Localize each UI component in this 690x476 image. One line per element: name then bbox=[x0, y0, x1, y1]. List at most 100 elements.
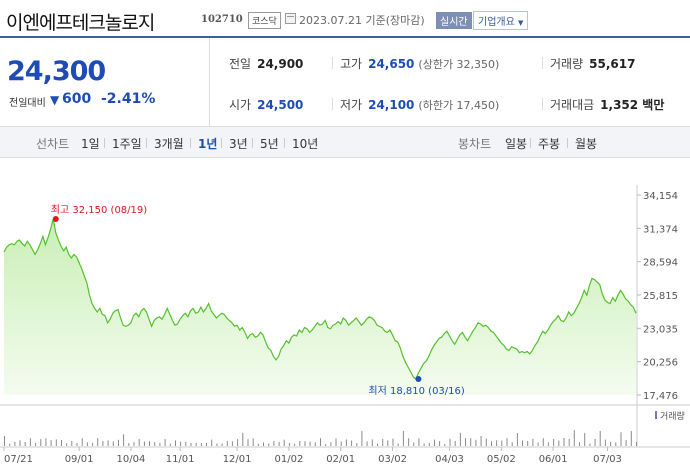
header-divider bbox=[0, 36, 690, 38]
volume-bar bbox=[180, 441, 182, 446]
volume-bar bbox=[55, 439, 57, 446]
volume-bar bbox=[71, 441, 73, 446]
volume-bar bbox=[24, 442, 26, 446]
low-marker bbox=[415, 376, 422, 383]
realtime-button[interactable]: 실시간 bbox=[436, 12, 472, 29]
chevron-down-icon: ▼ bbox=[518, 19, 524, 27]
stock-code: 102710 bbox=[201, 14, 243, 25]
company-info-button[interactable]: 기업개요 ▼ bbox=[473, 11, 529, 30]
x-tick-label: 07/03 bbox=[593, 454, 622, 465]
volume-bar bbox=[66, 443, 68, 446]
volume-bar bbox=[252, 438, 254, 446]
volume-bar bbox=[118, 439, 119, 446]
stat-low: 저가 24,100 (하한가 17,450) bbox=[340, 96, 499, 113]
volume-bar bbox=[470, 438, 472, 446]
volume-bar bbox=[387, 440, 389, 446]
calendar-icon bbox=[285, 13, 296, 24]
period-3y[interactable]: 3년 bbox=[229, 137, 248, 151]
volume-bar bbox=[615, 442, 617, 446]
volume-bar bbox=[242, 432, 244, 446]
company-name: 이엔에프테크놀로지 bbox=[6, 12, 155, 34]
period-1y[interactable]: 1년 bbox=[198, 137, 218, 151]
volume-bar bbox=[175, 440, 176, 446]
change-percent: -2.41% bbox=[101, 91, 156, 107]
low-annotation: 최저 18,810 (03/16) bbox=[368, 385, 464, 397]
high-marker bbox=[52, 216, 59, 223]
volume-bar bbox=[61, 440, 62, 446]
volume-bar bbox=[200, 443, 202, 446]
x-tick-label: 10/04 bbox=[117, 454, 146, 465]
volume-bar bbox=[454, 441, 456, 446]
volume-bar bbox=[408, 438, 410, 446]
volume-bar bbox=[35, 442, 37, 446]
volume-bar bbox=[568, 438, 570, 446]
volume-bar bbox=[164, 439, 166, 446]
volume-bar bbox=[604, 439, 606, 446]
x-tick-label: 03/02 bbox=[378, 454, 407, 465]
period-5y[interactable]: 5년 bbox=[260, 137, 279, 151]
divider bbox=[252, 138, 253, 148]
stat-high: 고가 24,650 (상한가 32,350) bbox=[340, 55, 499, 72]
period-1d[interactable]: 1일 bbox=[81, 137, 100, 151]
volume-bar bbox=[81, 438, 83, 446]
x-tick-label: 05/02 bbox=[487, 454, 516, 465]
volume-bar bbox=[76, 443, 78, 446]
amount-value: 1,352 백만 bbox=[600, 98, 665, 112]
y-tick-label: 34,154 bbox=[643, 191, 678, 202]
divider bbox=[104, 138, 105, 148]
volume-bar bbox=[584, 433, 586, 446]
period-10y[interactable]: 10년 bbox=[292, 137, 319, 151]
volume-bar bbox=[159, 443, 161, 446]
x-tick-label: 09/01 bbox=[65, 454, 94, 465]
volume-bar bbox=[553, 439, 555, 446]
stock-header: 이엔에프테크놀로지 102710 코스닥 2023.07.21 기준(장마감) … bbox=[0, 0, 690, 36]
volume-legend-swatch bbox=[655, 411, 657, 419]
candle-daily[interactable]: 일봉 bbox=[505, 137, 528, 151]
candle-monthly[interactable]: 월봉 bbox=[575, 137, 598, 151]
volume-bar bbox=[97, 438, 99, 446]
volume-bar bbox=[19, 440, 21, 446]
y-tick-label: 31,374 bbox=[643, 224, 678, 235]
volume-bar bbox=[439, 441, 441, 446]
period-1w[interactable]: 1주일 bbox=[112, 137, 142, 151]
volume-bar bbox=[558, 440, 560, 446]
low-value: 24,100 bbox=[368, 98, 415, 112]
x-tick-label: 07/21 bbox=[4, 454, 33, 465]
volume-bar bbox=[211, 439, 213, 446]
volume-bar bbox=[630, 431, 632, 446]
divider bbox=[190, 138, 191, 148]
volume-bar bbox=[480, 436, 482, 446]
volume-bar bbox=[361, 431, 363, 446]
y-tick-label: 20,256 bbox=[643, 358, 678, 369]
volume-bar bbox=[402, 430, 404, 446]
period-3m[interactable]: 3개월 bbox=[154, 137, 184, 151]
period-bar: 선차트 1일 1주일 3개월 1년 3년 5년 10년 봉차트 일봉 주봉 월봉 bbox=[0, 126, 690, 158]
volume-bar bbox=[143, 441, 145, 446]
volume-bar bbox=[579, 442, 580, 446]
current-price: 24,300 bbox=[7, 56, 106, 87]
volume-bar bbox=[112, 441, 114, 446]
volume-bar bbox=[294, 443, 296, 446]
volume-bar bbox=[511, 442, 513, 446]
candle-chart-label: 봉차트 bbox=[458, 137, 492, 151]
divider bbox=[542, 57, 543, 69]
volume-bar bbox=[92, 442, 94, 446]
volume-bar bbox=[465, 438, 466, 446]
high-value: 24,650 bbox=[368, 57, 415, 71]
low-label: 저가 bbox=[340, 98, 363, 112]
stat-open: 시가 24,500 bbox=[229, 96, 303, 113]
volume-bar bbox=[278, 441, 280, 446]
stat-prev: 전일 24,900 bbox=[229, 55, 303, 72]
divider bbox=[221, 138, 222, 148]
volume-bar bbox=[345, 439, 347, 446]
volume-bar bbox=[351, 440, 353, 446]
amount-label: 거래대금 bbox=[550, 98, 595, 112]
candle-weekly[interactable]: 주봉 bbox=[538, 137, 561, 151]
lower-limit: (하한가 17,450) bbox=[418, 99, 500, 112]
volume-bar bbox=[226, 441, 228, 446]
volume-bar bbox=[496, 440, 498, 446]
volume-bar bbox=[9, 443, 11, 446]
volume-bar bbox=[102, 441, 104, 446]
volume-bar bbox=[501, 440, 503, 446]
volume-bar bbox=[491, 441, 492, 446]
